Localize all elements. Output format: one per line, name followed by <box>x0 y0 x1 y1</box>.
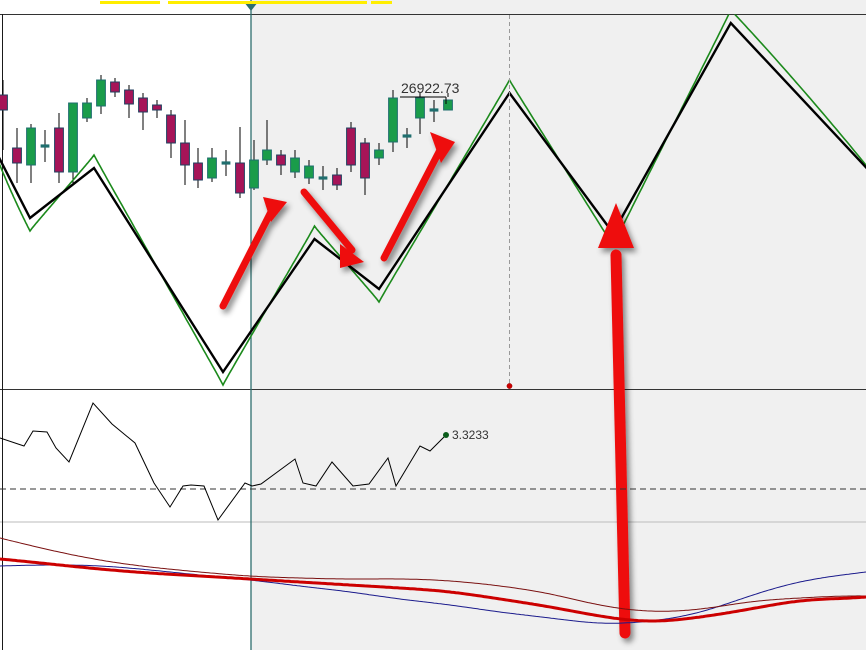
svg-text:3.3233: 3.3233 <box>452 428 489 442</box>
svg-text:26922.73: 26922.73 <box>401 80 460 96</box>
